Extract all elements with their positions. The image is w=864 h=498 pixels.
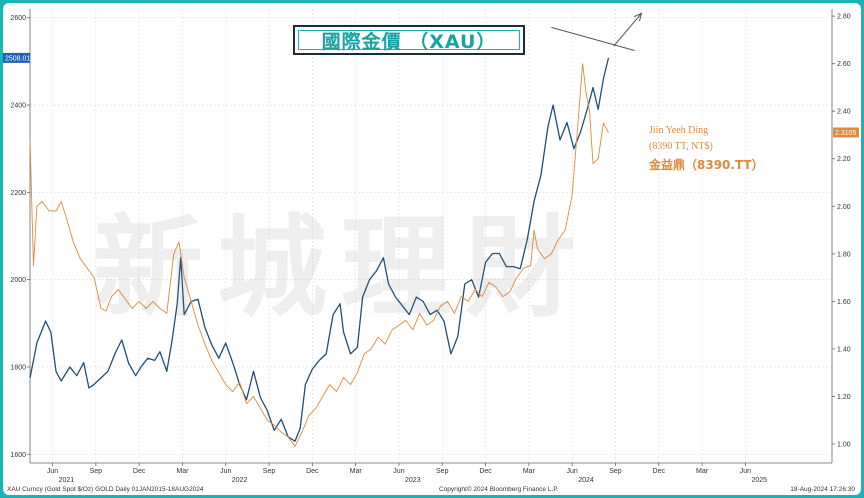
left-tick-label: 2600	[10, 15, 26, 22]
x-year-label: 2023	[405, 477, 421, 484]
gold-price-line	[29, 57, 610, 442]
x-month-label: Dec	[479, 468, 492, 475]
annotation-layer	[551, 12, 643, 51]
x-month-label: Jun	[47, 468, 58, 475]
x-month-label: Jun	[740, 468, 751, 475]
left-tick-label: 2200	[10, 190, 26, 197]
left-axis: 1600 1800 2000 2200 2400 2600	[10, 9, 31, 463]
right-tick-label: 1.40	[837, 346, 851, 353]
right-tick-label: 2.00	[837, 204, 851, 211]
x-month-label: Jun	[567, 468, 578, 475]
plot-area	[30, 9, 832, 463]
annotation-name-zh: 金益鼎（8390.TT）	[649, 158, 764, 172]
right-last-value-label: 2.3105	[835, 130, 857, 137]
annotation-ticker-en: (8390 TT, NT$)	[649, 141, 713, 152]
chart-frame: 1600 1800 2000 2200 2400 2600 1.00 1.20 1.40 1.6…	[3, 3, 861, 495]
stock-price-line	[29, 63, 609, 447]
x-month-label: Sep	[436, 468, 449, 475]
left-tick-label: 1600	[10, 452, 26, 459]
footer-center: Copyright© 2024 Bloomberg Finance L.P.	[439, 486, 559, 493]
x-month-label: Dec	[306, 468, 319, 475]
x-axis: Jun Sep Dec Mar Jun Sep Dec Mar Jun Sep Dec Mar Jun S…	[30, 462, 832, 484]
footer-right: 18-Aug-2024 17:26:30	[790, 486, 855, 493]
breakout-arrow-line	[613, 13, 642, 47]
x-month-label: Mar	[523, 468, 536, 475]
last-value-labels: 2508.01 2.3105	[3, 52, 859, 138]
x-month-label: Jun	[220, 468, 231, 475]
left-tick-label: 2000	[10, 277, 26, 284]
annotation-name-en: Jiin Yeeh Ding	[649, 125, 709, 136]
right-axis: 1.00 1.20 1.40 1.60 1.80 2.00 2.20 2.40 2.60 2.80	[831, 9, 851, 463]
resistance-trendline	[551, 26, 635, 51]
x-month-label: Sep	[609, 468, 622, 475]
watermark: 新城理財	[93, 204, 589, 332]
x-month-label: Sep	[263, 468, 276, 475]
x-month-label: Mar	[696, 468, 709, 475]
right-tick-label: 1.20	[837, 394, 851, 401]
left-last-value-box	[3, 52, 30, 63]
right-tick-label: 2.40	[837, 109, 851, 116]
breakout-arrow-head	[633, 12, 643, 22]
right-tick-label: 1.60	[837, 299, 851, 306]
price-chart: 1600 1800 2000 2200 2400 2600 1.00 1.20 1.40 1.6…	[3, 9, 859, 484]
series-layer	[29, 57, 610, 447]
footer-left: XAU Curncy (Gold Spot $/Oz) GOLD Daily 0…	[7, 486, 204, 493]
right-tick-label: 2.20	[837, 156, 851, 163]
right-tick-label: 1.00	[837, 441, 851, 448]
x-month-label: Mar	[176, 468, 189, 475]
x-year-label: 2022	[232, 477, 248, 484]
x-month-label: Mar	[350, 468, 363, 475]
left-tick-label: 1800	[10, 364, 26, 371]
left-last-value-label: 2508.01	[5, 55, 30, 62]
x-year-label: 2025	[751, 477, 767, 484]
gridlines	[30, 9, 832, 463]
chart-title-box: 國際金價 （XAU）	[293, 25, 525, 55]
right-tick-label: 1.80	[837, 251, 851, 258]
x-year-label: 2021	[59, 477, 75, 484]
right-last-value-box	[833, 127, 859, 138]
right-tick-label: 2.60	[837, 61, 851, 68]
title-inner-border	[298, 30, 520, 50]
x-month-label: Dec	[133, 468, 146, 475]
left-tick-label: 2400	[10, 103, 26, 110]
x-month-label: Dec	[653, 468, 666, 475]
right-tick-label: 2.80	[837, 14, 851, 21]
chart-title: 國際金價 （XAU）	[321, 30, 497, 53]
x-month-label: Sep	[90, 468, 103, 475]
x-year-label: 2024	[578, 477, 594, 484]
x-month-label: Jun	[393, 468, 404, 475]
